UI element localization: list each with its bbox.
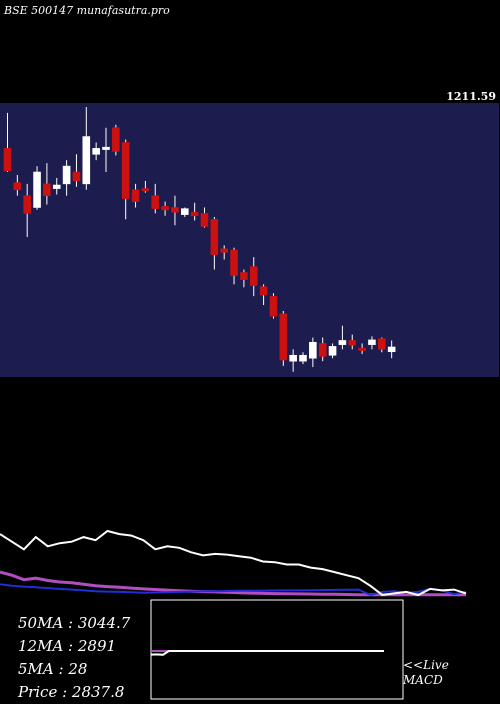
candle-down	[200, 213, 209, 227]
candle-down	[190, 211, 199, 217]
candle-down	[3, 148, 12, 172]
candle-up	[102, 146, 110, 150]
last-price-tag: 1211.59	[446, 90, 496, 103]
candle-down	[121, 142, 130, 199]
candle-down	[249, 266, 258, 286]
candle-down	[171, 207, 179, 213]
candle-up	[82, 136, 91, 185]
live-macd-label: <<Live MACD	[403, 658, 449, 688]
candle-down	[112, 127, 120, 152]
price-panel	[0, 103, 499, 377]
candle-up	[33, 171, 41, 208]
candle-down	[377, 338, 386, 350]
chart-header: BSE 500147 munafasutra.pro	[4, 4, 170, 17]
price-label: Price : 2837.8	[18, 683, 125, 701]
candle-down	[210, 219, 219, 256]
ma12-label: 12MA : 2891	[18, 637, 117, 655]
candle-up	[62, 165, 71, 185]
candle-down	[43, 183, 51, 196]
ma-line-short	[0, 583, 467, 597]
candle-up	[92, 148, 100, 155]
candle-down	[240, 272, 248, 280]
candle-up	[328, 346, 337, 356]
candle-up	[368, 339, 376, 345]
candle-up	[338, 340, 347, 345]
macd-line	[150, 650, 384, 656]
candle-down	[348, 340, 357, 346]
candle-up	[52, 184, 61, 189]
candle-down	[161, 206, 169, 211]
candle-up	[181, 208, 189, 215]
live-label: <<Live	[403, 658, 449, 672]
ma50-label: 50MA : 3044.7	[18, 614, 131, 632]
candle-down	[72, 171, 81, 182]
candle-up	[309, 341, 317, 359]
candle-up	[387, 346, 396, 353]
candle-down	[259, 286, 268, 296]
macd-panel	[150, 599, 404, 700]
candle-down	[230, 249, 238, 276]
candle-up	[299, 354, 307, 362]
price-line	[0, 529, 467, 597]
candle-down	[23, 195, 32, 214]
candle-down	[269, 295, 278, 317]
candle-down	[13, 182, 22, 191]
macd-label: MACD	[403, 673, 443, 687]
ma-stats: 50MA : 3044.7 12MA : 2891 5MA : 28 Price…	[18, 612, 130, 704]
ma5-label: 5MA : 28	[18, 660, 88, 678]
candle-down	[220, 248, 228, 253]
candle-down	[358, 347, 366, 351]
candle-up	[289, 354, 297, 362]
candle-down	[151, 195, 160, 209]
candle-down	[318, 343, 327, 357]
candle-down	[279, 313, 288, 361]
candle-down	[141, 188, 150, 192]
candle-down	[131, 189, 140, 202]
